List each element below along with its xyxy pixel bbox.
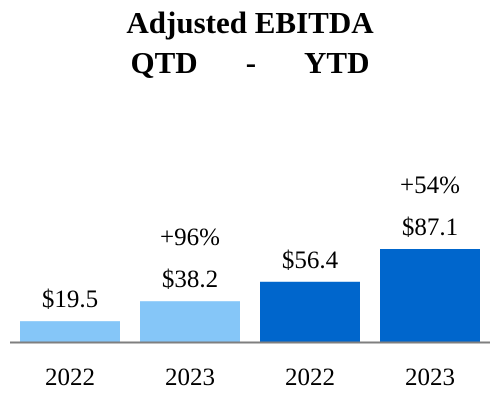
chart-subtitle: QTD - YTD (0, 47, 500, 78)
data-label-1: $38.2 (162, 266, 218, 293)
data-label-2: $56.4 (282, 247, 339, 274)
x-tick-label-0: 2022 (45, 364, 95, 391)
x-tick-label-2: 2022 (285, 364, 335, 391)
chart-title: Adjusted EBITDA (0, 7, 500, 38)
bar-0 (20, 321, 120, 342)
x-tick-label-3: 2023 (405, 364, 455, 391)
growth-annotation-1: +54% (400, 172, 460, 199)
growth-annotation-0: +96% (160, 224, 220, 251)
bar-2 (260, 281, 360, 342)
bar-1 (140, 301, 240, 342)
x-tick-label-1: 2023 (165, 364, 215, 391)
chart-title-text: Adjusted EBITDA (126, 5, 374, 40)
subtitle-separator: - (245, 45, 257, 80)
bar-3 (380, 249, 480, 342)
data-label-3: $87.1 (402, 214, 458, 241)
subtitle-qtd: QTD (130, 45, 198, 80)
data-label-0: $19.5 (42, 286, 98, 313)
subtitle-ytd: YTD (304, 45, 370, 80)
